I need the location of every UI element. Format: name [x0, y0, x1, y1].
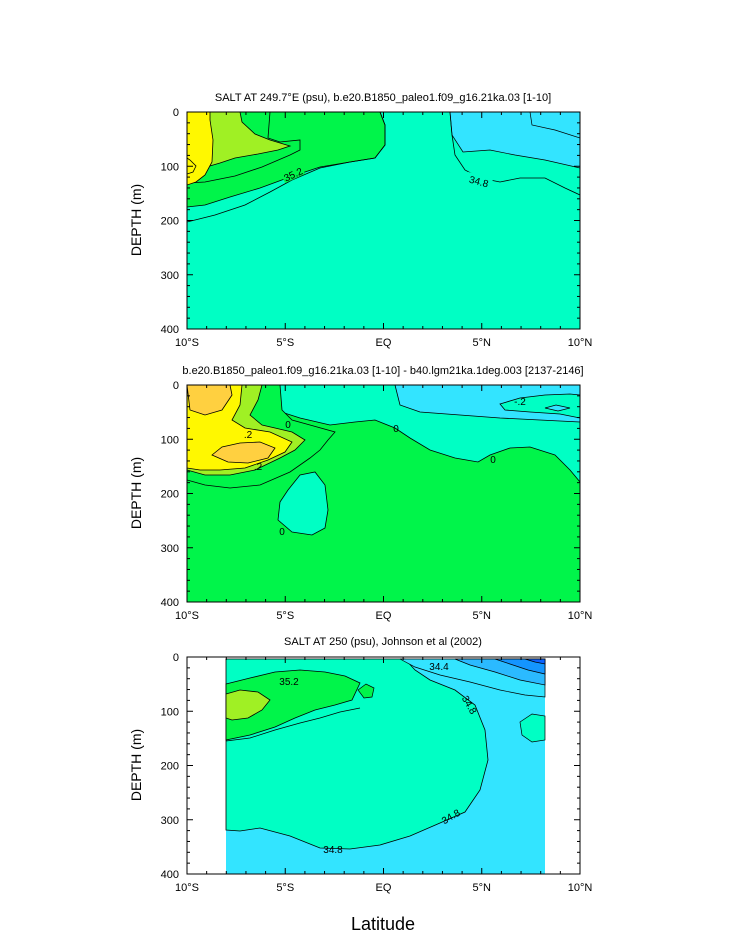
y-tick-label: 300 — [161, 815, 179, 827]
y-tick-label: 100 — [161, 706, 179, 718]
x-tick-label: 10°N — [568, 882, 593, 894]
panel-top-region-highest-edge — [187, 157, 197, 175]
panel-bottom-yticks: 0 100 200 300 400 — [161, 652, 580, 881]
panel-middle-label-5: 0 — [393, 424, 399, 435]
panel-middle-region-pos-max-2 — [211, 441, 276, 464]
panel-bottom: SALT AT 250 (psu), Johnson et al (2002) … — [128, 636, 592, 894]
y-tick-label: 100 — [161, 161, 179, 173]
y-tick-label: 200 — [161, 216, 179, 228]
panel-bottom-region-salty-3 — [357, 683, 375, 699]
panel-middle-label-1: -.2 — [514, 397, 526, 408]
y-tick-label: 400 — [161, 597, 179, 609]
panel-bottom-region-blob — [519, 713, 546, 743]
panel-bottom-ylabel: DEPTH (m) — [128, 729, 144, 801]
panel-top-contour-label-2: 34.8 — [468, 175, 490, 191]
x-tick-label: 10°N — [568, 610, 593, 622]
panel-top-title: SALT AT 249.7°E (psu), b.e20.B1850_paleo… — [215, 92, 551, 104]
panel-top-ylabel: DEPTH (m) — [128, 184, 144, 256]
panel-middle-field: -.2 .2 .2 0 0 0 0 — [187, 385, 580, 602]
panel-middle-yticks: 0 100 200 300 400 — [161, 380, 580, 609]
y-tick-label: 200 — [161, 761, 179, 773]
y-tick-label: 100 — [161, 434, 179, 446]
panel-middle-label-6: 0 — [490, 455, 496, 466]
panel-middle-label-2: .2 — [244, 430, 253, 441]
x-tick-label: 10°S — [175, 610, 199, 622]
y-tick-label: 0 — [173, 107, 179, 119]
panel-middle-label-7: 0 — [279, 527, 285, 538]
panel-bottom-field: 35.2 34.4 34.8 34.8 34.8 — [187, 657, 580, 874]
panel-top: SALT AT 249.7°E (psu), b.e20.B1850_paleo… — [128, 92, 592, 349]
panel-bottom-label-2: 34.4 — [429, 662, 449, 673]
panel-middle-region-negative — [394, 385, 580, 423]
x-tick-label: 5°N — [473, 882, 492, 894]
x-tick-label: 10°S — [175, 882, 199, 894]
y-tick-label: 300 — [161, 270, 179, 282]
x-tick-label: 5°N — [473, 337, 492, 349]
panel-top-yticks: 0 100 200 300 400 — [161, 107, 580, 336]
panel-middle-region-negative-2 — [499, 393, 580, 419]
y-tick-label: 400 — [161, 324, 179, 336]
panel-middle-region-negative-core — [544, 404, 571, 412]
panel-middle-label-3: .2 — [254, 462, 263, 473]
x-tick-label: 10°N — [568, 337, 593, 349]
panel-top-region-fresher — [529, 112, 580, 139]
panel-middle-label-4: 0 — [285, 420, 291, 431]
x-tick-label: EQ — [376, 610, 392, 622]
panel-bottom-region-salty-2 — [225, 689, 271, 721]
panel-bottom-xticks: 10°S 5°S EQ 5°N 10°N — [175, 657, 592, 894]
panel-top-xticks: 10°S 5°S EQ 5°N 10°N — [175, 112, 592, 349]
panel-middle-ylabel: DEPTH (m) — [128, 457, 144, 529]
panel-top-field: 35.2 34.8 — [187, 112, 580, 329]
panel-bottom-region-fresh-4 — [524, 658, 546, 665]
y-tick-label: 200 — [161, 489, 179, 501]
panel-bottom-label-1: 35.2 — [279, 677, 299, 688]
x-tick-label: 5°S — [276, 882, 294, 894]
y-tick-label: 0 — [173, 652, 179, 664]
x-tick-label: 5°S — [276, 337, 294, 349]
x-tick-label: 10°S — [175, 337, 199, 349]
panel-middle-xticks: 10°S 5°S EQ 5°N 10°N — [175, 385, 592, 622]
x-tick-label: EQ — [376, 882, 392, 894]
y-tick-label: 400 — [161, 869, 179, 881]
panel-middle: b.e20.B1850_paleo1.f09_g16.21ka.03 [1-10… — [128, 365, 592, 622]
panel-middle-region-blob — [277, 471, 329, 536]
panel-middle-region-pos-max-1 — [187, 385, 233, 416]
panel-bottom-region-salty-1 — [225, 669, 361, 741]
x-tick-label: 5°S — [276, 610, 294, 622]
panel-bottom-label-5: 34.8 — [323, 845, 343, 856]
panel-bottom-contour-outer — [225, 707, 361, 742]
panel-top-region-highest — [187, 112, 214, 186]
y-tick-label: 0 — [173, 380, 179, 392]
panel-bottom-title: SALT AT 250 (psu), Johnson et al (2002) — [284, 636, 482, 648]
panel-top-contour-35-2 — [187, 112, 386, 223]
figure-xlabel: Latitude — [351, 914, 415, 934]
panel-middle-title: b.e20.B1850_paleo1.f09_g16.21ka.03 [1-10… — [182, 365, 583, 377]
x-tick-label: EQ — [376, 337, 392, 349]
x-tick-label: 5°N — [473, 610, 492, 622]
y-tick-label: 300 — [161, 543, 179, 555]
